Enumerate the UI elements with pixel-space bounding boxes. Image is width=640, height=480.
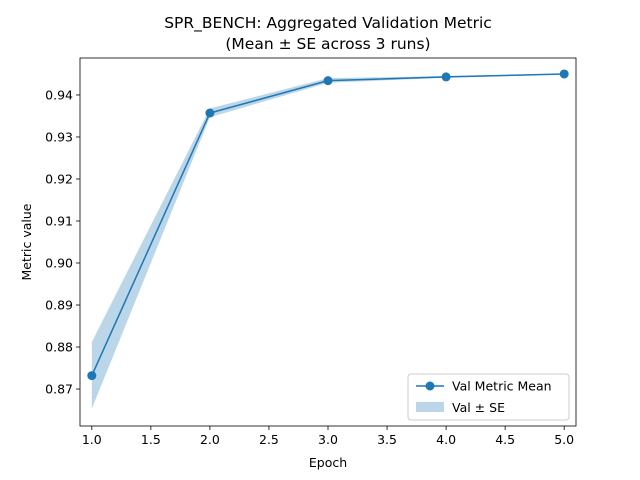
legend: Val Metric Mean Val ± SE	[407, 373, 570, 421]
y-tick-label: 0.87	[45, 382, 73, 397]
legend-marker-swatch	[425, 381, 435, 391]
x-tick-label: 4.5	[495, 432, 515, 447]
x-axis-ticks: 1.0 1.5 2.0 2.5 3.0 3.5 4.0 4.5 5.0	[82, 426, 574, 447]
x-tick-label: 3.5	[377, 432, 397, 447]
x-tick-label: 3.0	[318, 432, 338, 447]
chart-subtitle: (Mean ± SE across 3 runs)	[225, 35, 430, 53]
data-point	[205, 108, 215, 118]
legend-label-mean: Val Metric Mean	[452, 379, 552, 394]
y-tick-label: 0.90	[45, 256, 73, 271]
legend-box	[407, 373, 570, 421]
y-tick-label: 0.88	[45, 340, 73, 355]
x-tick-label: 1.5	[141, 432, 161, 447]
y-tick-label: 0.93	[45, 129, 73, 144]
y-tick-label: 0.91	[45, 213, 73, 228]
plot-area	[79, 57, 577, 427]
y-tick-label: 0.89	[45, 298, 73, 313]
data-point	[441, 72, 451, 82]
markers	[87, 69, 569, 381]
legend-band-swatch	[416, 402, 444, 412]
y-axis-title: Metric value	[19, 203, 34, 280]
data-point	[87, 371, 97, 381]
legend-label-se: Val ± SE	[452, 400, 505, 415]
se-band	[91, 73, 565, 409]
data-point	[323, 76, 333, 86]
x-tick-label: 2.0	[200, 432, 220, 447]
data-point	[559, 69, 569, 79]
x-tick-label: 1.0	[82, 432, 102, 447]
y-tick-label: 0.94	[45, 87, 73, 102]
x-tick-label: 4.0	[436, 432, 456, 447]
y-axis-ticks: 0.87 0.88 0.89 0.90 0.91 0.92 0.93 0.94	[45, 87, 80, 397]
y-tick-label: 0.92	[45, 171, 73, 186]
x-axis-title: Epoch	[309, 455, 347, 470]
x-tick-label: 2.5	[259, 432, 279, 447]
chart-title: SPR_BENCH: Aggregated Validation Metric	[164, 14, 492, 33]
x-tick-label: 5.0	[554, 432, 574, 447]
